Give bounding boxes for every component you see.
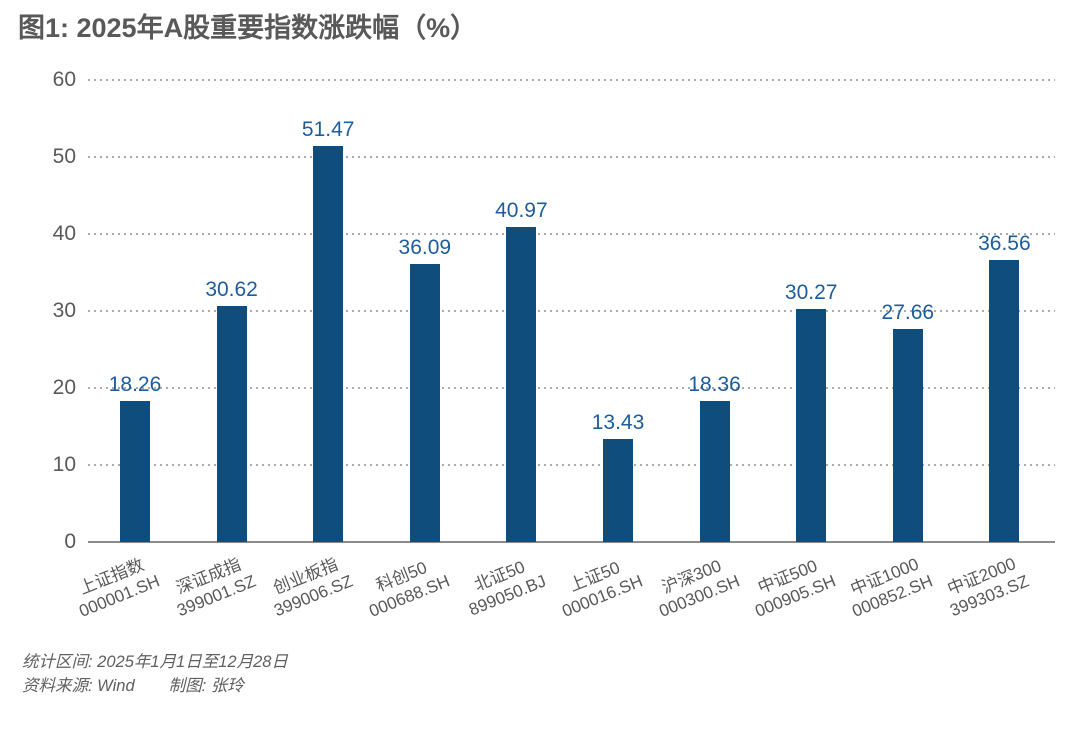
gridline-40 bbox=[88, 233, 1055, 235]
x-axis-category-label: 沪深300 000300.SH bbox=[648, 551, 743, 622]
x-axis-category-label: 深证成指 399001.SZ bbox=[166, 551, 259, 621]
y-axis-tick-label: 50 bbox=[52, 145, 76, 168]
x-axis-category-label: 上证指数 000001.SH bbox=[68, 551, 163, 622]
x-axis-line bbox=[88, 541, 1055, 543]
y-axis-tick-label: 40 bbox=[52, 222, 76, 245]
y-axis-tick-label: 60 bbox=[52, 68, 76, 91]
x-axis-category-label: 北证50 899050.BJ bbox=[458, 551, 549, 620]
bar-000300-sh[interactable] bbox=[699, 400, 730, 542]
y-axis-tick-label: 10 bbox=[52, 453, 76, 476]
bar-value-label: 51.47 bbox=[301, 117, 355, 141]
bar-value-label: 30.27 bbox=[784, 280, 838, 304]
chart-footnotes: 统计区间: 2025年1月1日至12月28日 资料来源: Wind 制图: 张玲 bbox=[22, 650, 288, 698]
stats-period-note: 统计区间: 2025年1月1日至12月28日 bbox=[22, 653, 288, 671]
bar-000016-sh[interactable] bbox=[603, 438, 633, 542]
footnote-row: 资料来源: Wind 制图: 张玲 bbox=[22, 674, 288, 698]
bar-000001-sh[interactable] bbox=[120, 401, 150, 542]
y-axis-tick-label: 20 bbox=[52, 376, 76, 399]
gridline-30 bbox=[88, 310, 1055, 312]
x-axis-category-label: 中证500 000905.SH bbox=[744, 551, 839, 622]
bar-399303-sz[interactable] bbox=[989, 260, 1020, 542]
x-axis-category-label: 中证1000 000852.SH bbox=[841, 551, 936, 622]
bar-value-label: 13.43 bbox=[591, 410, 645, 434]
gridline-50 bbox=[88, 156, 1055, 158]
bar-000688-sh[interactable] bbox=[409, 264, 440, 542]
bar-899050-bj[interactable] bbox=[506, 226, 537, 542]
bar-000852-sh[interactable] bbox=[892, 329, 923, 542]
bar-000905-sh[interactable] bbox=[796, 308, 827, 542]
x-axis-category-label: 中证2000 399303.SZ bbox=[939, 551, 1032, 621]
y-axis-tick-label: 30 bbox=[52, 299, 76, 322]
bar-value-label: 36.09 bbox=[398, 236, 452, 260]
chart-title: 图1: 2025年A股重要指数涨跌幅（%） bbox=[18, 13, 478, 43]
data-source-note: 资料来源: Wind bbox=[22, 677, 135, 695]
gridline-60 bbox=[88, 79, 1055, 81]
x-axis-category-label: 上证50 000016.SH bbox=[551, 551, 646, 622]
gridline-20 bbox=[88, 387, 1055, 389]
chart-credit-note: 制图: 张玲 bbox=[168, 677, 244, 695]
bar-value-label: 30.62 bbox=[205, 278, 258, 302]
bar-399006-sz[interactable] bbox=[313, 145, 344, 542]
bar-value-label: 18.36 bbox=[688, 372, 741, 396]
y-axis-tick-label: 0 bbox=[64, 530, 76, 553]
bar-value-label: 18.26 bbox=[108, 373, 162, 397]
bar-value-label: 36.56 bbox=[978, 232, 1031, 256]
x-axis-category-label: 科创50 000688.SH bbox=[358, 551, 453, 622]
gridline-10 bbox=[88, 464, 1055, 466]
x-axis-category-label: 创业板指 399006.SZ bbox=[263, 551, 356, 621]
bar-399001-sz[interactable] bbox=[216, 306, 247, 542]
bar-value-label: 40.97 bbox=[495, 198, 548, 222]
bar-value-label: 27.66 bbox=[881, 301, 935, 325]
